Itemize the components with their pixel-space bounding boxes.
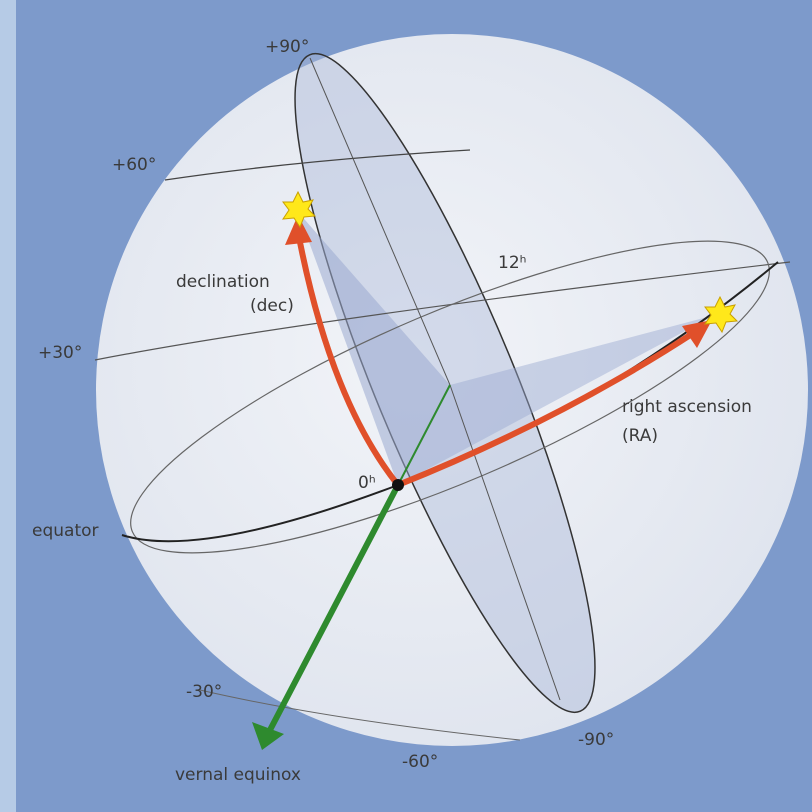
arrowhead <box>285 215 312 245</box>
dec-arrow <box>295 231 401 487</box>
equinox-axis <box>397 384 451 486</box>
equinox-arrow <box>267 483 401 732</box>
label: -30° <box>186 682 222 702</box>
arrowhead <box>252 722 284 750</box>
label: declination <box>176 272 270 292</box>
parallel-60 <box>164 149 471 181</box>
origin-dot <box>392 479 404 491</box>
label: equator <box>32 521 99 541</box>
label: 12ʰ <box>498 253 527 273</box>
label: +30° <box>38 343 82 363</box>
parallel-minus30 <box>199 689 521 741</box>
label: -90° <box>578 730 614 750</box>
star <box>704 295 739 334</box>
label: 0ʰ <box>358 473 376 493</box>
radius <box>309 57 451 386</box>
label: right ascension <box>622 397 752 417</box>
label: +60° <box>112 155 156 175</box>
left-strip <box>0 0 16 812</box>
ra-plane <box>398 315 715 485</box>
label: -60° <box>402 752 438 772</box>
equator-back <box>130 240 770 554</box>
label: vernal equinox <box>175 765 301 785</box>
radius <box>449 384 561 701</box>
dec-plane <box>298 212 450 485</box>
label: (RA) <box>622 426 658 446</box>
label: +90° <box>265 37 309 57</box>
ra-arrow <box>396 329 697 488</box>
star <box>282 190 317 229</box>
arrowhead <box>682 320 712 348</box>
parallel-30 <box>94 261 791 361</box>
label: (dec) <box>250 296 294 316</box>
